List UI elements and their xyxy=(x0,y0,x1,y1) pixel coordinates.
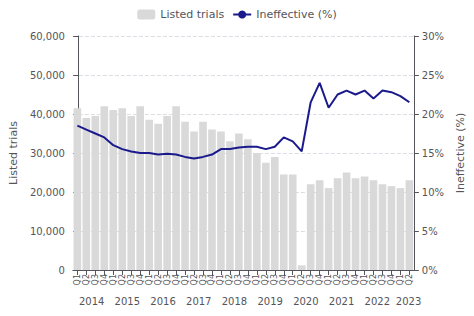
svg-text:Q2: Q2 xyxy=(82,274,91,285)
svg-text:Q1: Q1 xyxy=(324,274,333,285)
svg-text:10,000: 10,000 xyxy=(30,226,65,237)
svg-text:Q3: Q3 xyxy=(342,274,351,285)
svg-text:Q2: Q2 xyxy=(261,274,270,285)
svg-text:Q2: Q2 xyxy=(297,274,306,285)
svg-text:Q1: Q1 xyxy=(145,274,154,285)
svg-text:Q2: Q2 xyxy=(118,274,127,285)
svg-text:2023: 2023 xyxy=(396,296,421,307)
svg-text:Q3: Q3 xyxy=(163,274,172,285)
svg-text:25%: 25% xyxy=(422,70,444,81)
svg-text:Q3: Q3 xyxy=(91,274,100,285)
svg-text:Q2: Q2 xyxy=(369,274,378,285)
svg-text:0%: 0% xyxy=(422,265,438,276)
svg-text:2015: 2015 xyxy=(115,296,140,307)
svg-text:Listed trials: Listed trials xyxy=(160,8,224,21)
svg-text:Q3: Q3 xyxy=(234,274,243,285)
svg-text:30,000: 30,000 xyxy=(30,148,65,159)
svg-text:10%: 10% xyxy=(422,187,444,198)
svg-text:Q4: Q4 xyxy=(100,274,109,285)
svg-text:40,000: 40,000 xyxy=(30,109,65,120)
svg-text:Q1: Q1 xyxy=(73,274,82,285)
svg-text:Q4: Q4 xyxy=(172,274,181,285)
svg-text:20%: 20% xyxy=(422,109,444,120)
svg-text:Q3: Q3 xyxy=(306,274,315,285)
svg-text:Q3: Q3 xyxy=(127,274,136,285)
svg-text:Q4: Q4 xyxy=(351,274,360,285)
svg-text:Q1: Q1 xyxy=(109,274,118,285)
svg-text:Q2: Q2 xyxy=(225,274,234,285)
svg-text:Q4: Q4 xyxy=(243,274,252,285)
svg-text:0: 0 xyxy=(59,265,65,276)
svg-text:Q4: Q4 xyxy=(136,274,145,285)
svg-text:Q1: Q1 xyxy=(181,274,190,285)
svg-text:60,000: 60,000 xyxy=(30,31,65,42)
svg-text:50,000: 50,000 xyxy=(30,70,65,81)
svg-text:Q1: Q1 xyxy=(216,274,225,285)
svg-text:Q1: Q1 xyxy=(360,274,369,285)
svg-text:Q4: Q4 xyxy=(315,274,324,285)
svg-text:2020: 2020 xyxy=(293,296,318,307)
svg-text:Q4: Q4 xyxy=(279,274,288,285)
svg-text:20,000: 20,000 xyxy=(30,187,65,198)
svg-text:Q3: Q3 xyxy=(270,274,279,285)
svg-text:Q4: Q4 xyxy=(207,274,216,285)
svg-text:Q2: Q2 xyxy=(405,274,414,285)
svg-text:5%: 5% xyxy=(422,226,438,237)
svg-text:Q2: Q2 xyxy=(154,274,163,285)
svg-text:2018: 2018 xyxy=(222,296,247,307)
svg-text:30%: 30% xyxy=(422,31,444,42)
svg-text:Ineffective (%): Ineffective (%) xyxy=(454,113,467,194)
svg-text:Listed trials: Listed trials xyxy=(7,121,20,185)
svg-text:15%: 15% xyxy=(422,148,444,159)
svg-text:Ineffective (%): Ineffective (%) xyxy=(256,8,337,21)
svg-text:2022: 2022 xyxy=(365,296,390,307)
svg-text:Q3: Q3 xyxy=(378,274,387,285)
svg-text:2021: 2021 xyxy=(329,296,354,307)
svg-text:Q2: Q2 xyxy=(190,274,199,285)
svg-text:Q1: Q1 xyxy=(252,274,261,285)
svg-text:Q4: Q4 xyxy=(387,274,396,285)
svg-text:2019: 2019 xyxy=(257,296,282,307)
svg-text:Q1: Q1 xyxy=(288,274,297,285)
svg-text:Q3: Q3 xyxy=(199,274,208,285)
svg-text:2017: 2017 xyxy=(186,296,211,307)
svg-text:Q2: Q2 xyxy=(333,274,342,285)
svg-text:Q1: Q1 xyxy=(396,274,405,285)
svg-text:2014: 2014 xyxy=(79,296,104,307)
svg-text:2016: 2016 xyxy=(150,296,175,307)
